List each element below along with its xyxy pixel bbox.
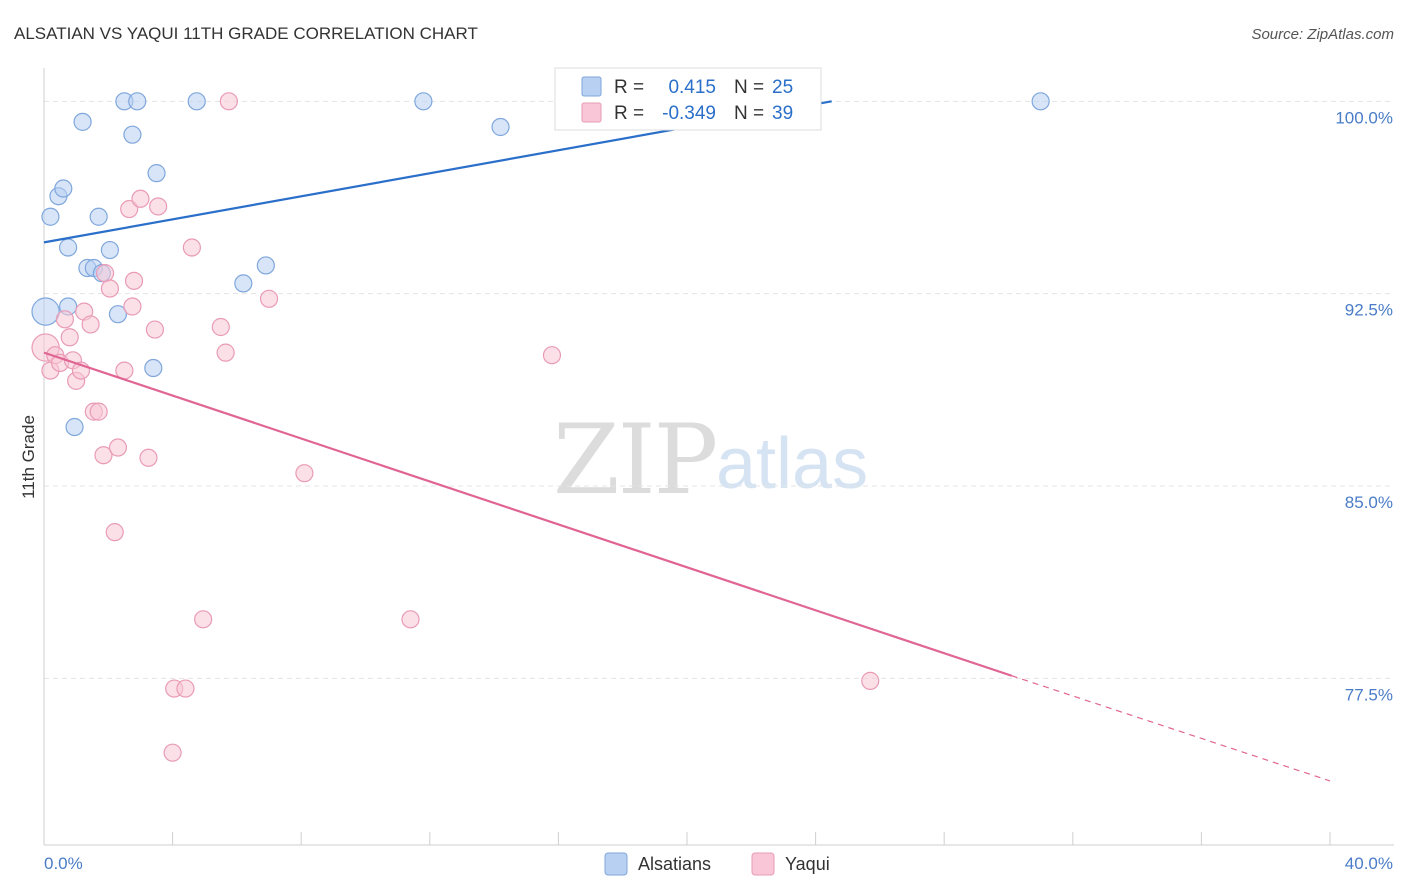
yaqui-point bbox=[542, 346, 562, 365]
legend-r-value-alsatians: 0.415 bbox=[668, 77, 716, 98]
legend-n-value-alsatians: 25 bbox=[772, 77, 793, 98]
yaqui-point bbox=[259, 289, 279, 308]
chart-title: ALSATIAN VS YAQUI 11TH GRADE CORRELATION… bbox=[14, 24, 478, 43]
alsatians-point bbox=[414, 92, 433, 111]
yaqui-point bbox=[120, 199, 139, 219]
yaqui-point bbox=[861, 671, 880, 690]
alsatians-point bbox=[147, 164, 166, 183]
legend-r-label-alsatians: R = bbox=[614, 77, 644, 98]
series-legend: Alsatians Yaqui bbox=[604, 852, 830, 876]
yaqui-point bbox=[124, 271, 144, 290]
yaqui-point bbox=[211, 317, 230, 337]
watermark-zip: ZIP bbox=[553, 404, 716, 516]
alsatians-point bbox=[54, 179, 73, 198]
legend-n-value-yaqui: 39 bbox=[772, 103, 793, 124]
yaqui-point bbox=[163, 743, 182, 762]
y-tick-label-100-0: 100.0% bbox=[1335, 108, 1393, 127]
yaqui-point bbox=[108, 438, 128, 457]
yaqui-point bbox=[216, 343, 235, 362]
y-axis-title: 11th Grade bbox=[19, 415, 38, 499]
y-tick-label-92-5: 92.5% bbox=[1345, 301, 1393, 320]
alsatians-point bbox=[100, 240, 120, 260]
yaqui-point bbox=[295, 464, 314, 483]
yaqui-point bbox=[176, 679, 195, 698]
alsatians-point bbox=[187, 92, 206, 111]
legend-r-label-yaqui: R = bbox=[614, 103, 644, 124]
alsatians-point bbox=[123, 125, 142, 144]
bottom-legend-label-yaqui: Yaqui bbox=[785, 854, 830, 874]
alsatians-point bbox=[73, 112, 92, 131]
alsatians-point bbox=[65, 417, 84, 437]
yaqui-trend-line bbox=[43, 351, 1013, 677]
yaqui-point bbox=[105, 523, 124, 542]
legend-swatch-yaqui bbox=[581, 102, 602, 123]
alsatians-point bbox=[89, 207, 108, 226]
alsatians-point bbox=[256, 256, 275, 275]
bottom-legend-swatch-alsatians bbox=[604, 852, 628, 876]
yaqui-point bbox=[94, 446, 113, 465]
yaqui-point bbox=[149, 197, 168, 216]
alsatians-point bbox=[31, 297, 60, 326]
yaqui-point bbox=[60, 328, 79, 347]
series-alsatians-points bbox=[31, 92, 1050, 437]
y-tick-label-85-0: 85.0% bbox=[1345, 493, 1393, 512]
alsatians-point bbox=[234, 274, 253, 293]
legend-n-label-yaqui: N = bbox=[734, 103, 764, 124]
yaqui-point bbox=[55, 310, 74, 329]
bottom-legend-swatch-yaqui bbox=[751, 852, 775, 876]
yaqui-point bbox=[139, 448, 158, 467]
alsatians-point bbox=[491, 117, 510, 137]
yaqui-point bbox=[219, 92, 238, 111]
watermark-atlas: atlas bbox=[716, 424, 868, 504]
yaqui-point bbox=[123, 297, 142, 316]
yaqui-point bbox=[401, 610, 420, 629]
series-yaqui-points bbox=[31, 92, 880, 762]
gridlines bbox=[44, 100, 1394, 679]
correlation-legend: R = 0.415 N = 25 R = -0.349 N = 39 bbox=[554, 67, 822, 131]
alsatians-point bbox=[59, 238, 78, 257]
legend-n-label-alsatians: N = bbox=[734, 77, 764, 98]
yaqui-point bbox=[145, 320, 165, 339]
yaqui-trend-line-extension bbox=[1011, 675, 1331, 782]
alsatians-point bbox=[108, 305, 128, 324]
alsatians-point bbox=[144, 358, 163, 378]
x-axis-ticks bbox=[172, 832, 1331, 845]
yaqui-point bbox=[194, 610, 213, 629]
alsatians-point bbox=[1031, 92, 1050, 111]
bottom-legend-label-alsatians: Alsatians bbox=[638, 854, 711, 874]
legend-swatch-alsatians bbox=[581, 76, 602, 97]
source-label: Source: ZipAtlas.com bbox=[1251, 26, 1394, 43]
yaqui-point bbox=[131, 189, 150, 208]
yaqui-point bbox=[81, 315, 100, 334]
legend-r-value-yaqui: -0.349 bbox=[662, 103, 716, 124]
x-tick-label-40: 40.0% bbox=[1345, 854, 1393, 873]
yaqui-point bbox=[89, 402, 108, 421]
axes bbox=[43, 68, 1394, 846]
yaqui-point bbox=[95, 264, 115, 283]
yaqui-point bbox=[182, 238, 201, 257]
yaqui-point bbox=[100, 279, 120, 298]
x-tick-label-0: 0.0% bbox=[44, 854, 83, 873]
alsatians-point bbox=[128, 92, 147, 111]
alsatians-point bbox=[41, 207, 60, 226]
y-axis-tick-labels: 77.5% 85.0% 92.5% 100.0% bbox=[1335, 108, 1393, 704]
y-tick-label-77-5: 77.5% bbox=[1345, 685, 1393, 704]
